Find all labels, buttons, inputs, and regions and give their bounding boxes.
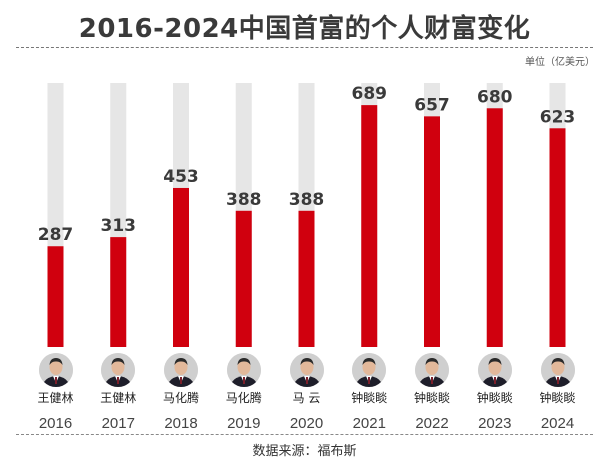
person-name-label: 马化腾 (226, 390, 262, 405)
data-label: 623 (540, 107, 576, 127)
person-name-label: 钟睒睒 (539, 390, 575, 405)
data-label: 657 (414, 95, 450, 115)
portrait-icon (164, 353, 198, 387)
title-divider (16, 47, 593, 48)
person-name-label: 王健林 (100, 391, 136, 405)
year-tick-label: 2020 (290, 415, 323, 432)
data-label: 388 (289, 190, 325, 210)
bar (110, 237, 127, 347)
year-tick-label: 2017 (102, 415, 135, 432)
year-tick-label: 2024 (541, 415, 574, 432)
portrait-icon (226, 353, 261, 387)
avatar (164, 353, 198, 387)
portrait-icon (38, 353, 73, 387)
unit-label: 单位（亿美元） (525, 57, 595, 68)
avatar (101, 353, 136, 387)
avatar (477, 353, 512, 387)
bar (173, 187, 189, 347)
data-label: 287 (38, 225, 74, 245)
bar (486, 108, 503, 347)
bar (361, 105, 378, 347)
portrait-icon (540, 353, 575, 387)
source-note: 数据来源：福布斯 (252, 444, 357, 459)
chart-title: 2016-2024中国首富的个人财富变化 (78, 14, 531, 44)
year-tick-label: 2018 (164, 415, 197, 432)
data-label: 453 (163, 167, 199, 187)
bar (235, 210, 252, 347)
avatar (415, 353, 449, 387)
person-name-label: 钟睒睒 (414, 390, 450, 405)
data-label: 680 (477, 87, 513, 107)
year-tick-label: 2021 (353, 415, 386, 432)
data-label: 388 (226, 190, 262, 210)
data-label: 689 (352, 84, 388, 104)
person-name-label: 钟睒睒 (477, 390, 513, 405)
portrait-icon (415, 353, 449, 387)
year-tick-label: 2023 (478, 415, 511, 432)
avatar (226, 353, 261, 387)
person-name-label: 马化腾 (163, 390, 199, 405)
footer-divider (16, 434, 593, 435)
avatar (289, 353, 324, 387)
avatar (540, 353, 575, 387)
avatar (38, 353, 73, 387)
year-tick-label: 2019 (227, 415, 260, 432)
year-tick-label: 2016 (39, 415, 72, 432)
avatar (352, 353, 387, 387)
portrait-icon (352, 353, 387, 387)
person-name-label: 钟睒睒 (351, 390, 387, 405)
data-label: 313 (101, 216, 137, 236)
portrait-icon (477, 353, 512, 387)
person-name-label: 马 云 (293, 391, 321, 405)
bar (298, 210, 315, 347)
portrait-icon (101, 353, 136, 387)
person-name-label: 王健林 (37, 391, 73, 405)
bar (424, 116, 440, 347)
bar (549, 128, 566, 347)
portrait-icon (289, 353, 324, 387)
year-tick-label: 2022 (415, 415, 448, 432)
bar (47, 246, 64, 347)
